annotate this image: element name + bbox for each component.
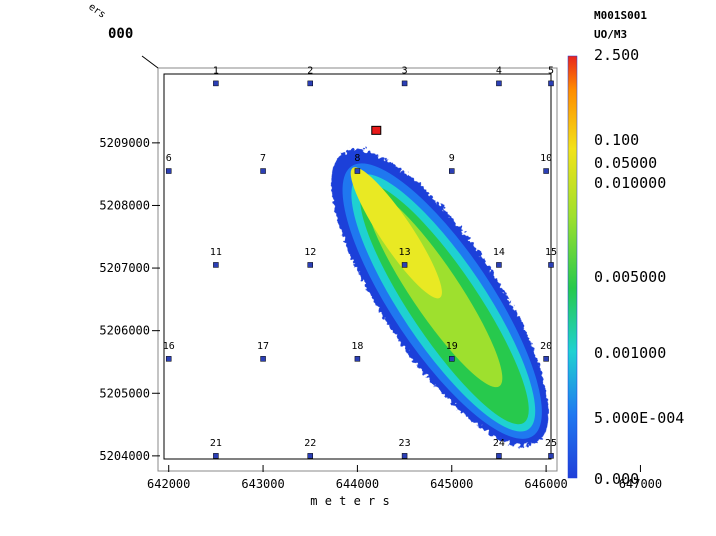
receptor-marker — [401, 80, 408, 87]
colorbar-label: 0.001000 — [594, 344, 666, 362]
receptor-label: 3 — [402, 65, 408, 76]
receptor-label: 15 — [545, 247, 557, 258]
x-tick-label: 642000 — [147, 477, 190, 491]
colorbar-label: 0.100 — [594, 131, 639, 149]
receptor-marker — [548, 262, 554, 268]
y-tick-label: 5205000 — [99, 386, 150, 400]
receptor-marker — [213, 80, 219, 87]
plume-shape — [331, 149, 549, 447]
receptor-marker — [213, 453, 219, 459]
receptor-label: 7 — [260, 153, 266, 164]
receptor-marker — [354, 168, 361, 174]
receptor-label: 17 — [257, 341, 269, 352]
receptor-label: 14 — [493, 247, 505, 258]
y-tick-label: 5206000 — [99, 324, 150, 338]
axis-fragment-label: ers — [86, 1, 107, 20]
receptor-label: 24 — [493, 438, 505, 449]
x-tick-label: 644000 — [336, 477, 379, 491]
receptor-label: 21 — [210, 438, 222, 449]
x-tick-label: 646000 — [524, 477, 567, 491]
receptor-marker — [307, 262, 313, 268]
x-tick-label: 645000 — [430, 477, 473, 491]
receptor-label: 5 — [548, 65, 554, 76]
receptor-marker — [307, 80, 313, 87]
x-tick-label: 647000 — [619, 477, 662, 491]
receptor-label: 11 — [210, 247, 222, 258]
receptor-marker — [165, 356, 172, 362]
colorbar — [567, 55, 578, 479]
receptor-label: 16 — [163, 341, 175, 352]
y-tick-label: 5204000 — [99, 449, 150, 463]
x-axis: 642000 643000 644000 645000 646000 647000 — [147, 465, 662, 491]
receptor-marker — [543, 168, 549, 174]
receptor-label: 13 — [399, 247, 411, 258]
receptor-label: 10 — [540, 153, 552, 164]
receptor-marker — [449, 168, 455, 174]
colorbar-label: 0.05000 — [594, 154, 657, 172]
y-tick-label: 5208000 — [99, 198, 150, 212]
receptor-marker — [496, 453, 502, 459]
receptor-label: 1 — [213, 65, 219, 76]
y-tick-label: 5209000 — [99, 136, 150, 150]
orientation-icon: 000 — [108, 26, 133, 42]
receptor-marker — [260, 168, 266, 174]
receptor-marker — [401, 453, 408, 459]
receptor-label: 20 — [540, 341, 552, 352]
colorbar-gradient — [567, 55, 578, 479]
receptor-marker — [307, 453, 313, 459]
receptor-marker — [401, 262, 408, 268]
y-tick-label: 5207000 — [99, 261, 150, 275]
svg-text:000: 000 — [108, 26, 133, 42]
receptor-label: 25 — [545, 438, 557, 449]
receptor-marker — [548, 80, 554, 87]
receptor-label: 2 — [307, 65, 313, 76]
receptor-label: 19 — [446, 341, 458, 352]
receptor-marker — [165, 168, 172, 174]
receptor-label: 4 — [496, 65, 502, 76]
receptor-label: 18 — [351, 341, 363, 352]
receptor-marker — [548, 453, 554, 459]
colorbar-labels: 2.500 0.100 0.05000 0.010000 0.005000 0.00100… — [594, 46, 684, 488]
colorbar-label: 2.500 — [594, 46, 639, 64]
receptor-marker — [543, 356, 549, 362]
units-label: UO/M3 — [594, 28, 627, 41]
receptor-marker — [496, 262, 502, 268]
plume-core — [350, 167, 442, 299]
receptor-marker — [449, 356, 455, 362]
receptor-label: 12 — [304, 247, 316, 258]
x-axis-label: m e t e r s — [310, 494, 389, 508]
receptor-label: 22 — [304, 438, 316, 449]
receptor-label: 8 — [354, 153, 360, 164]
plume-concentration — [331, 149, 549, 447]
y-axis: 5204000 5205000 5206000 5207000 5208000 52090… — [99, 136, 160, 463]
receptor-marker — [496, 80, 502, 87]
x-tick-label: 643000 — [241, 477, 284, 491]
receptor-label: 23 — [399, 438, 411, 449]
source-marker — [371, 125, 382, 135]
receptor-label: 9 — [449, 153, 455, 164]
colorbar-label: 0.000 — [594, 470, 639, 488]
receptor-marker — [260, 356, 266, 362]
receptor-label: 6 — [166, 153, 172, 164]
run-id-label: M001S001 — [594, 9, 647, 22]
receptor-marker — [213, 262, 219, 268]
colorbar-label: 0.010000 — [594, 174, 666, 192]
receptor-marker — [354, 356, 361, 362]
colorbar-label: 0.005000 — [594, 268, 666, 286]
colorbar-label: 5.000E-004 — [594, 409, 684, 427]
